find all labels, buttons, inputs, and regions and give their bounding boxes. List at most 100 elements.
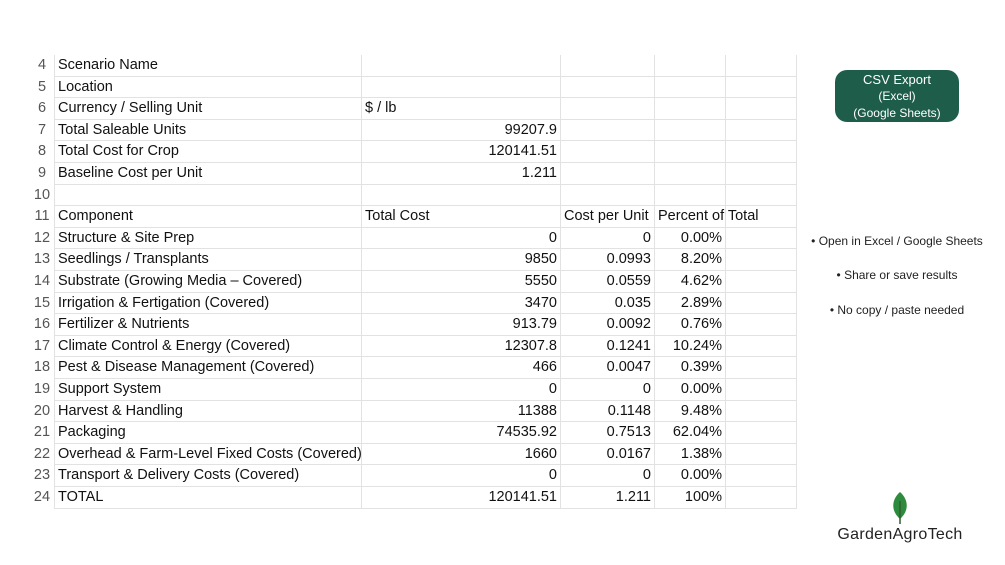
cell: Location [55, 76, 362, 99]
cell-text: 466 [532, 359, 557, 376]
cell [726, 119, 797, 142]
cell: 8.20% [655, 249, 726, 271]
cell: 0.1241 [561, 335, 655, 358]
cell: 0.00% [655, 379, 726, 401]
cell [362, 184, 561, 207]
cell: 8 [30, 141, 55, 163]
row-number: 14 [33, 273, 51, 289]
cell-text: 0 [548, 467, 557, 484]
cell: Component [55, 206, 362, 228]
cell: 14 [30, 271, 55, 293]
cell: 11 [30, 206, 55, 228]
cell-text: 99207.9 [504, 121, 557, 138]
cell-text: 0.00% [680, 467, 722, 484]
cell: 15 [30, 292, 55, 315]
cell-text: 0 [642, 229, 651, 246]
cell-text: 1.211 [521, 165, 557, 181]
cell-text: 0.0993 [606, 251, 651, 268]
sheet-row: 24 TOTAL 120141.51 1.211 100% [30, 487, 797, 509]
cell [55, 184, 362, 207]
cell: 913.79 [362, 314, 561, 336]
cell-text: 12307.8 [504, 337, 557, 354]
cell: 4 [30, 55, 55, 77]
cell: 17 [30, 335, 55, 358]
cell-text: Substrate (Growing Media – Covered) [58, 273, 303, 289]
cell: 9 [30, 163, 55, 185]
cell: 2.89% [655, 292, 726, 315]
row-number: 21 [33, 424, 51, 441]
cell: 0 [561, 227, 655, 250]
cell: 100% [655, 487, 726, 509]
sheet-row: 23 Transport & Delivery Costs (Covered) 0 0… [30, 465, 797, 487]
leaf-icon [893, 492, 907, 524]
cell: Pest & Disease Management (Covered) [55, 357, 362, 379]
row-number: 5 [37, 78, 47, 95]
cell [655, 141, 726, 163]
cell: 13 [30, 249, 55, 271]
cell: 0.0092 [561, 314, 655, 336]
cell: $ / lb [362, 98, 561, 120]
cell [561, 141, 655, 163]
cell [362, 55, 561, 77]
cell [655, 98, 726, 120]
cell [655, 163, 726, 185]
cell-text: 4.62% [680, 273, 722, 289]
cell-text: Total Cost for Crop [58, 143, 179, 160]
sheet-row: 13 Seedlings / Transplants 9850 0.0993 8.20% [30, 249, 797, 271]
cell-text: 62.04% [672, 424, 722, 441]
cell: Harvest & Handling [55, 400, 362, 423]
sheet-row: 18 Pest & Disease Management (Covered) 466… [30, 357, 797, 379]
cell [726, 487, 797, 509]
cell-text: 0.00% [680, 381, 722, 397]
cell: 0 [362, 465, 561, 487]
cell: 10.24% [655, 335, 726, 358]
cell: 19 [30, 379, 55, 401]
cell: 9850 [362, 249, 561, 271]
sheet-row: 15 Irrigation & Fertigation (Covered) 3470… [30, 292, 797, 315]
cell: 466 [362, 357, 561, 379]
sheet-row: 11 Component Total Cost Cost per Unit Percen… [30, 206, 797, 228]
row-number: 24 [33, 489, 51, 505]
cell: 22 [30, 443, 55, 466]
cell [561, 119, 655, 142]
cell: Fertilizer & Nutrients [55, 314, 362, 336]
cell: 12307.8 [362, 335, 561, 358]
cell [726, 76, 797, 99]
cell-text: 10.24% [672, 337, 722, 354]
cell: 99207.9 [362, 119, 561, 142]
cell-text: Pest & Disease Management (Covered) [58, 359, 315, 376]
note: • Open in Excel / Google Sheets [811, 234, 983, 248]
cell: 23 [30, 465, 55, 487]
cell: 7 [30, 119, 55, 142]
cell [561, 163, 655, 185]
cell [362, 76, 561, 99]
cell-text: 9.48% [680, 402, 722, 419]
cell [561, 184, 655, 207]
brand: GardenAgroTech [837, 526, 963, 543]
cell-text: 8.20% [680, 251, 722, 268]
sheet-row: 16 Fertilizer & Nutrients 913.79 0.0092 0.76… [30, 314, 797, 336]
cell [726, 184, 797, 207]
cell [726, 422, 797, 444]
row-number: 16 [33, 316, 51, 333]
row-number: 13 [33, 251, 51, 268]
sheet-row: 7 Total Saleable Units 99207.9 [30, 119, 797, 142]
cell-text: 11388 [517, 402, 557, 419]
csv-export-button[interactable]: CSV Export (Excel) (Google Sheets) [835, 70, 959, 122]
cell: Baseline Cost per Unit [55, 163, 362, 185]
sheet-row: 19 Support System 0 0 0.00% [30, 379, 797, 401]
cell-text: 120141.51 [488, 489, 557, 505]
sheet-row: 8 Total Cost for Crop 120141.51 [30, 141, 797, 163]
cell: 1.38% [655, 443, 726, 466]
cell [655, 184, 726, 207]
row-number: 17 [33, 337, 51, 354]
cell-text: 0.0167 [606, 445, 651, 462]
note: • No copy / paste needed [829, 303, 965, 317]
cell-text: 1.38% [680, 445, 722, 462]
sheet-row: 4 Scenario Name [30, 55, 797, 77]
cell: 11388 [362, 400, 561, 423]
row-number: 9 [37, 165, 47, 181]
sheet-row: 5 Location [30, 76, 797, 99]
cell: Scenario Name [55, 55, 362, 77]
cell: 0.035 [561, 292, 655, 315]
